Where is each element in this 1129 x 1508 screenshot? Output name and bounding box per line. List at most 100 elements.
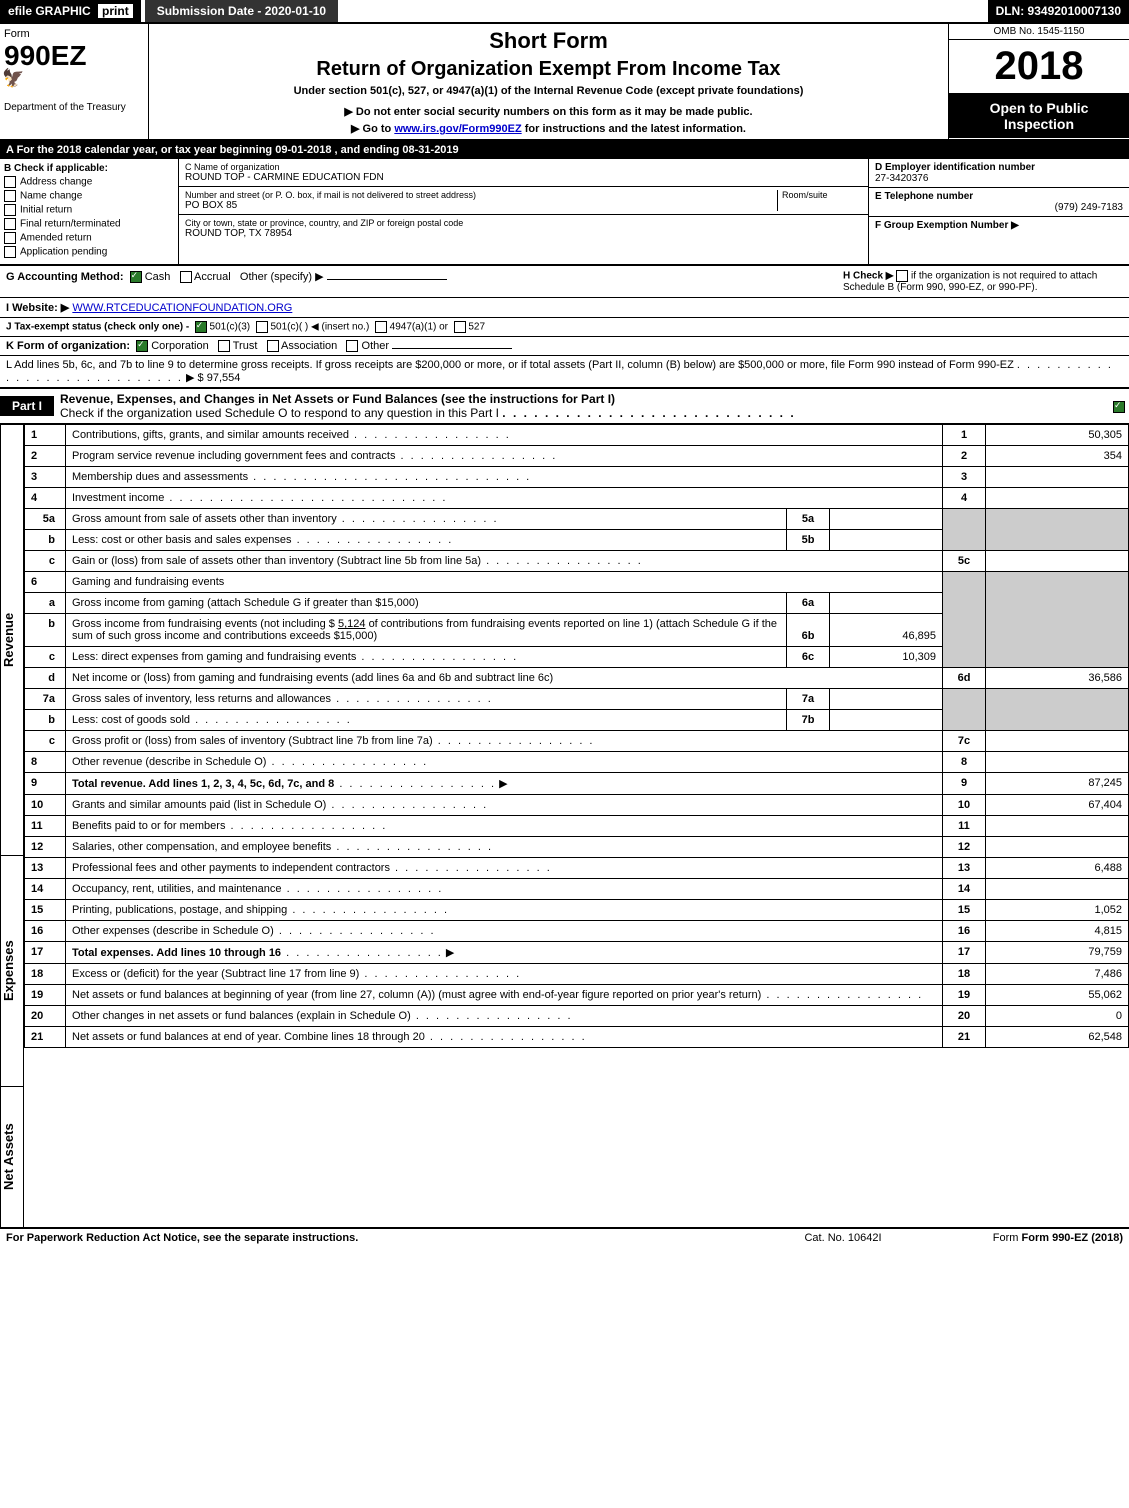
chk-corporation[interactable]	[136, 340, 148, 352]
line-desc: Occupancy, rent, utilities, and maintena…	[72, 883, 282, 895]
room-label: Room/suite	[782, 190, 862, 200]
dln-label: DLN: 93492010007130	[988, 0, 1129, 22]
part-1-body: Revenue Expenses Net Assets 1 Contributi…	[0, 424, 1129, 1227]
col-val	[986, 752, 1129, 773]
col-num: 3	[943, 467, 986, 488]
chk-527[interactable]	[454, 321, 466, 333]
chk-label: Final return/terminated	[20, 219, 121, 230]
expenses-label: Expenses	[0, 855, 24, 1086]
line-desc: Less: direct expenses from gaming and fu…	[72, 651, 356, 663]
col-val: 67,404	[986, 795, 1129, 816]
chk-trust[interactable]	[218, 340, 230, 352]
j-opt1: 501(c)(3)	[210, 322, 251, 333]
col-val: 0	[986, 1006, 1129, 1027]
part-1-title-text: Revenue, Expenses, and Changes in Net As…	[60, 392, 615, 406]
addr-label: Number and street (or P. O. box, if mail…	[185, 190, 777, 200]
chk-schedule-b[interactable]	[896, 270, 908, 282]
chk-501c3[interactable]	[195, 321, 207, 333]
efile-label: efile GRAPHIC print	[0, 0, 141, 22]
top-bar: efile GRAPHIC print Submission Date - 20…	[0, 0, 1129, 24]
line-15: 15 Printing, publications, postage, and …	[25, 900, 1129, 921]
col-num: 18	[943, 964, 986, 985]
header-right: OMB No. 1545-1150 2018 Open to Public In…	[948, 24, 1129, 139]
chk-amended-return[interactable]: Amended return	[4, 232, 174, 244]
print-button[interactable]: print	[98, 4, 133, 18]
instructions-link[interactable]: www.irs.gov/Form990EZ	[394, 123, 521, 135]
line-num: 4	[25, 488, 66, 509]
line-desc: Excess or (deficit) for the year (Subtra…	[72, 968, 359, 980]
form-label: Form	[4, 28, 144, 40]
line-desc: Total revenue. Add lines 1, 2, 3, 4, 5c,…	[72, 778, 334, 790]
line-3: 3 Membership dues and assessments 3	[25, 467, 1129, 488]
chk-accrual[interactable]	[180, 271, 192, 283]
col-val	[986, 879, 1129, 900]
line-num: 17	[25, 942, 66, 964]
line-20: 20 Other changes in net assets or fund b…	[25, 1006, 1129, 1027]
chk-501c[interactable]	[256, 321, 268, 333]
city-label: City or town, state or province, country…	[185, 218, 862, 228]
period-begin: 09-01-2018	[275, 144, 331, 156]
col-num: 15	[943, 900, 986, 921]
chk-application-pending[interactable]: Application pending	[4, 246, 174, 258]
inner-num: 6c	[787, 647, 830, 668]
line-num: 1	[25, 425, 66, 446]
period-bar: A For the 2018 calendar year, or tax yea…	[0, 141, 1129, 159]
chk-address-change[interactable]: Address change	[4, 176, 174, 188]
org-name-label: C Name of organization	[185, 162, 862, 172]
instructions-note: ▶ Go to www.irs.gov/Form990EZ for instru…	[157, 122, 940, 135]
chk-4947[interactable]	[375, 321, 387, 333]
website-link[interactable]: WWW.RTCEDUCATIONFOUNDATION.ORG	[72, 302, 292, 314]
chk-name-change[interactable]: Name change	[4, 190, 174, 202]
col-val: 6,488	[986, 858, 1129, 879]
col-num: 8	[943, 752, 986, 773]
chk-association[interactable]	[267, 340, 279, 352]
line-num: 20	[25, 1006, 66, 1027]
l-value: 97,554	[207, 372, 241, 384]
line-num: 14	[25, 879, 66, 900]
chk-schedule-o[interactable]	[1113, 401, 1125, 413]
col-num: 9	[943, 773, 986, 795]
inner-val	[830, 509, 943, 530]
line-num: 6	[25, 572, 66, 593]
line-num: 2	[25, 446, 66, 467]
j-opt4: 527	[468, 322, 485, 333]
line-6: 6 Gaming and fundraising events	[25, 572, 1129, 593]
col-num: 19	[943, 985, 986, 1006]
chk-initial-return[interactable]: Initial return	[4, 204, 174, 216]
line-desc: Gross sales of inventory, less returns a…	[72, 693, 331, 705]
col-val: 62,548	[986, 1027, 1129, 1048]
line-num: c	[25, 551, 66, 572]
line-8: 8 Other revenue (describe in Schedule O)…	[25, 752, 1129, 773]
box-b-title: B Check if applicable:	[4, 163, 174, 174]
col-val: 87,245	[986, 773, 1129, 795]
box-i: I Website: ▶ WWW.RTCEDUCATIONFOUNDATION.…	[0, 298, 1129, 318]
subtitle: Under section 501(c), 527, or 4947(a)(1)…	[157, 85, 940, 97]
chk-other-org[interactable]	[346, 340, 358, 352]
chk-label: Amended return	[20, 233, 92, 244]
col-val	[986, 551, 1129, 572]
chk-final-return[interactable]: Final return/terminated	[4, 218, 174, 230]
line-num: 12	[25, 837, 66, 858]
col-num: 5c	[943, 551, 986, 572]
col-val: 55,062	[986, 985, 1129, 1006]
line-4: 4 Investment income 4	[25, 488, 1129, 509]
part-1-badge: Part I	[0, 396, 54, 416]
return-title: Return of Organization Exempt From Incom…	[157, 58, 940, 81]
revenue-label: Revenue	[0, 424, 24, 855]
org-city: ROUND TOP, TX 78954	[185, 228, 862, 239]
inner-val	[830, 689, 943, 710]
submission-date: Submission Date - 2020-01-10	[145, 0, 338, 22]
box-b: B Check if applicable: Address change Na…	[0, 159, 179, 264]
col-val	[986, 731, 1129, 752]
line-num: 15	[25, 900, 66, 921]
k-assoc: Association	[281, 340, 337, 352]
line-num: 13	[25, 858, 66, 879]
line-9: 9 Total revenue. Add lines 1, 2, 3, 4, 5…	[25, 773, 1129, 795]
inner-num: 7b	[787, 710, 830, 731]
chk-cash[interactable]	[130, 271, 142, 283]
line-18: 18 Excess or (deficit) for the year (Sub…	[25, 964, 1129, 985]
open-inspection: Open to Public Inspection	[949, 94, 1129, 138]
ein-label: D Employer identification number	[875, 162, 1123, 173]
phone-label: E Telephone number	[875, 191, 1123, 202]
line-desc: Net assets or fund balances at beginning…	[72, 989, 761, 1001]
